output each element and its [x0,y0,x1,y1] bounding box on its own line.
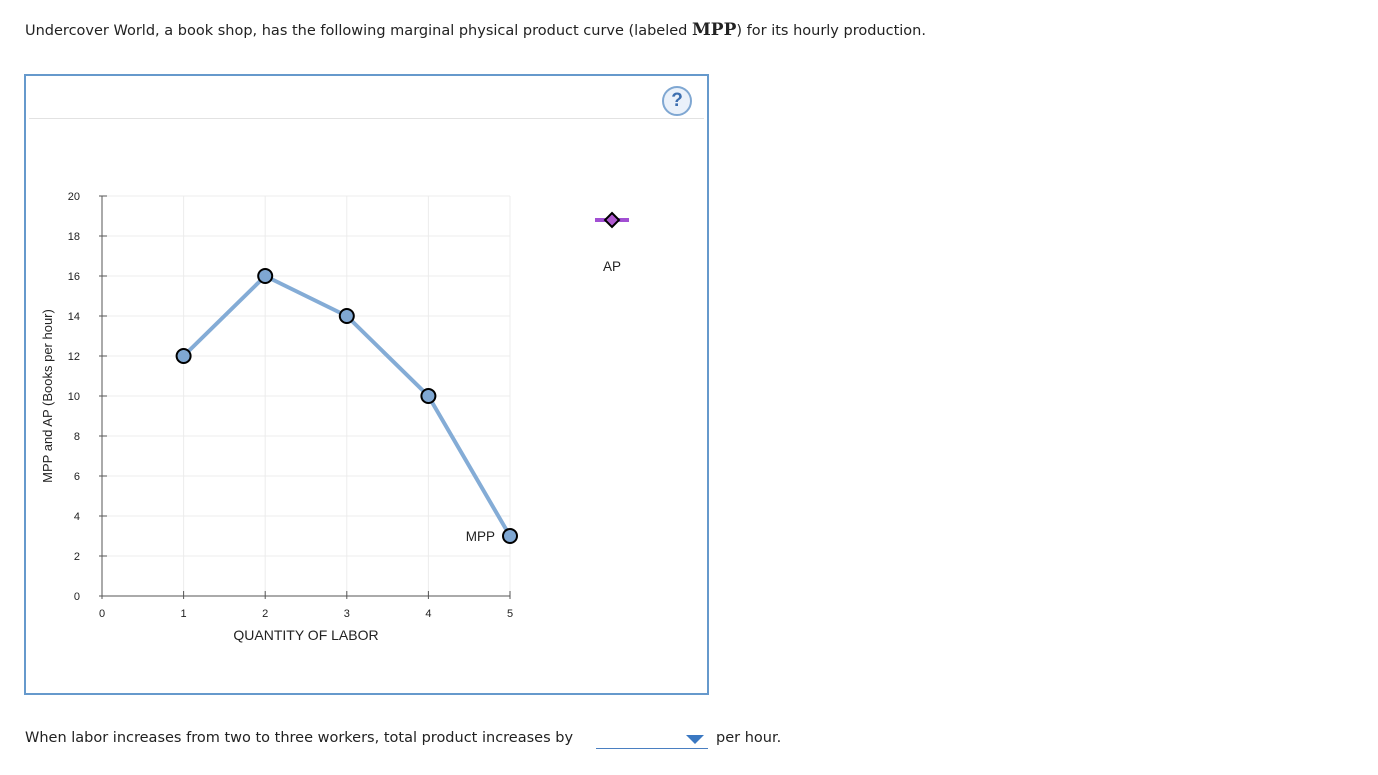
x-tick-label: 5 [507,608,513,620]
intro-mpp-symbol: MPP [691,20,737,40]
y-tick-label: 4 [74,511,80,523]
y-tick-label: 16 [68,271,80,283]
y-tick-label: 6 [74,471,80,483]
mpp-point [338,308,355,324]
y-tick-label: 8 [74,431,80,443]
help-icon[interactable]: ? [662,86,692,116]
mpp-point [175,348,192,364]
x-tick-label: 0 [99,608,105,620]
answer-prompt: When labor increases from two to three w… [25,730,574,746]
y-tick-label: 14 [68,311,80,323]
y-tick-label: 20 [68,191,80,203]
mpp-series-label: MPP [466,529,495,544]
x-tick-label: 4 [425,608,431,620]
y-tick-label: 10 [68,391,80,403]
chevron-down-icon[interactable] [686,735,704,744]
intro-text-after: ) for its hourly production. [736,23,926,39]
ap-legend-label: AP [603,259,621,274]
y-axis-title: MPP and AP (Books per hour) [40,309,55,483]
y-tick-label: 18 [68,231,80,243]
x-tick-label: 2 [262,608,268,620]
y-tick-label: 2 [74,551,80,563]
x-axis-title: QUANTITY OF LABOR [233,627,378,643]
y-tick-label: 12 [68,351,80,363]
x-tick-label: 1 [181,608,187,620]
intro-text-before: Undercover World, a book shop, has the f… [25,23,692,39]
mpp-point [502,528,518,544]
x-tick-label: 3 [344,608,350,620]
mpp-point [257,268,274,284]
y-tick-label: 0 [74,591,80,603]
answer-suffix: per hour. [716,730,782,746]
mpp-point [420,388,437,404]
graph-panel: ? 0 2 4 6 8 10 12 14 16 18 20 0 1 2 3 4 5 QUANTITY OF LAB… [24,74,709,695]
answer-dropdown[interactable] [596,728,708,749]
question-intro: Undercover World, a book shop, has the f… [25,20,926,40]
graph-toolbar-divider [29,118,704,119]
ap-diamond-icon [603,211,621,229]
